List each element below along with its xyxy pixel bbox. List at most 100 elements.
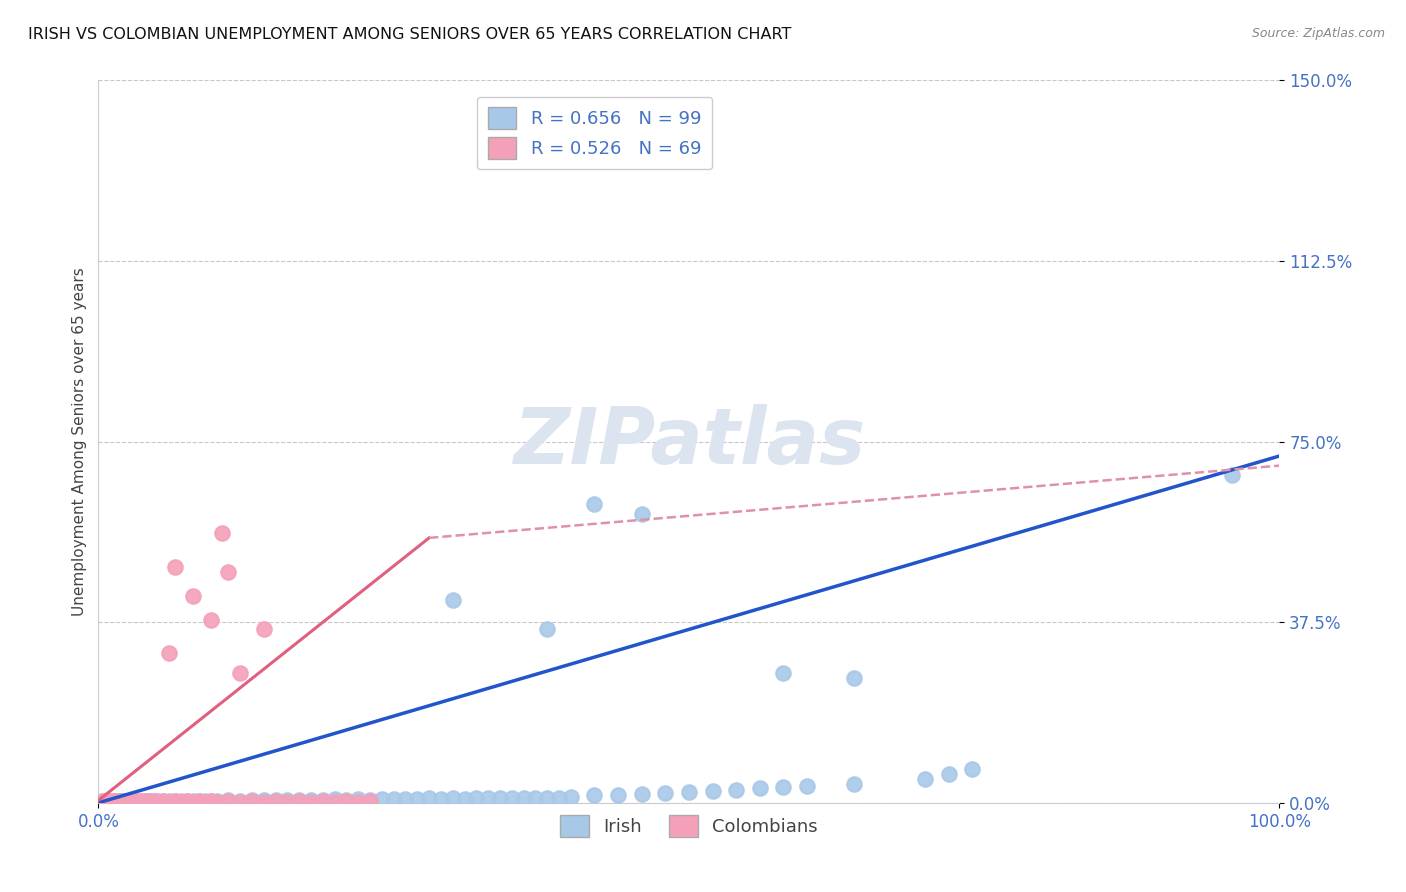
Point bbox=[90, 795, 112, 809]
Point bbox=[253, 623, 276, 637]
Point bbox=[187, 794, 209, 808]
Legend: Irish, Colombians: Irish, Colombians bbox=[553, 808, 825, 845]
Text: ZIPatlas: ZIPatlas bbox=[513, 403, 865, 480]
Point bbox=[91, 795, 114, 809]
Point bbox=[105, 795, 128, 809]
Point bbox=[583, 788, 606, 802]
Point bbox=[678, 785, 700, 799]
Point bbox=[114, 795, 136, 809]
Point bbox=[157, 794, 180, 808]
Point bbox=[91, 794, 114, 808]
Point bbox=[115, 794, 138, 808]
Point bbox=[93, 794, 115, 808]
Point bbox=[772, 780, 794, 795]
Point bbox=[91, 795, 114, 809]
Point bbox=[512, 791, 534, 805]
Point bbox=[276, 793, 298, 807]
Point bbox=[135, 794, 157, 808]
Point bbox=[371, 792, 394, 806]
Point bbox=[217, 793, 239, 807]
Point bbox=[165, 794, 187, 808]
Point bbox=[165, 794, 187, 808]
Point bbox=[125, 795, 148, 809]
Point bbox=[406, 792, 429, 806]
Point bbox=[205, 794, 228, 808]
Point bbox=[654, 786, 676, 800]
Point bbox=[501, 791, 523, 805]
Point bbox=[117, 794, 139, 808]
Point bbox=[548, 790, 571, 805]
Point bbox=[323, 795, 346, 809]
Point bbox=[194, 794, 217, 808]
Point bbox=[112, 795, 135, 809]
Point bbox=[136, 795, 159, 809]
Point bbox=[122, 794, 145, 808]
Point bbox=[394, 792, 416, 806]
Point bbox=[135, 794, 157, 808]
Point bbox=[276, 795, 298, 809]
Point bbox=[96, 795, 118, 809]
Point bbox=[98, 794, 121, 808]
Point bbox=[146, 794, 169, 808]
Point bbox=[312, 794, 335, 808]
Point bbox=[129, 794, 152, 808]
Point bbox=[938, 767, 960, 781]
Point bbox=[1220, 468, 1243, 483]
Point bbox=[477, 791, 499, 805]
Point bbox=[122, 795, 145, 809]
Point bbox=[702, 784, 724, 798]
Point bbox=[536, 623, 558, 637]
Point bbox=[104, 794, 127, 808]
Point bbox=[105, 794, 128, 808]
Point bbox=[132, 795, 155, 809]
Y-axis label: Unemployment Among Seniors over 65 years: Unemployment Among Seniors over 65 years bbox=[72, 268, 87, 615]
Point bbox=[128, 795, 150, 809]
Point bbox=[107, 795, 129, 809]
Point bbox=[465, 791, 488, 805]
Point bbox=[630, 787, 652, 801]
Point bbox=[264, 793, 287, 807]
Point bbox=[120, 794, 142, 808]
Point bbox=[118, 794, 141, 808]
Text: IRISH VS COLOMBIAN UNEMPLOYMENT AMONG SENIORS OVER 65 YEARS CORRELATION CHART: IRISH VS COLOMBIAN UNEMPLOYMENT AMONG SE… bbox=[28, 27, 792, 42]
Point bbox=[211, 526, 233, 541]
Point bbox=[181, 795, 204, 809]
Point bbox=[132, 794, 155, 808]
Point bbox=[100, 794, 122, 808]
Point bbox=[142, 795, 165, 809]
Point bbox=[94, 794, 117, 808]
Point bbox=[607, 788, 630, 802]
Point bbox=[253, 795, 276, 809]
Point bbox=[725, 782, 748, 797]
Point bbox=[157, 647, 180, 661]
Point bbox=[111, 794, 134, 808]
Point bbox=[288, 793, 311, 807]
Point bbox=[229, 795, 252, 809]
Point bbox=[110, 795, 132, 809]
Point bbox=[194, 795, 217, 809]
Point bbox=[108, 794, 131, 808]
Point bbox=[105, 794, 128, 808]
Point bbox=[115, 794, 138, 808]
Point bbox=[143, 794, 166, 808]
Point bbox=[125, 794, 148, 808]
Point bbox=[97, 794, 120, 808]
Point bbox=[229, 665, 252, 680]
Point bbox=[347, 795, 370, 809]
Point bbox=[205, 795, 228, 809]
Point bbox=[299, 793, 322, 807]
Point bbox=[104, 794, 127, 808]
Point bbox=[110, 795, 132, 809]
Point bbox=[121, 795, 143, 809]
Point bbox=[157, 795, 180, 809]
Point bbox=[962, 762, 984, 776]
Point bbox=[108, 794, 131, 808]
Point bbox=[335, 793, 357, 807]
Point bbox=[112, 794, 135, 808]
Point bbox=[299, 795, 322, 809]
Point bbox=[796, 779, 818, 793]
Point bbox=[253, 793, 276, 807]
Point bbox=[107, 795, 129, 809]
Point bbox=[359, 794, 381, 808]
Point bbox=[312, 793, 335, 807]
